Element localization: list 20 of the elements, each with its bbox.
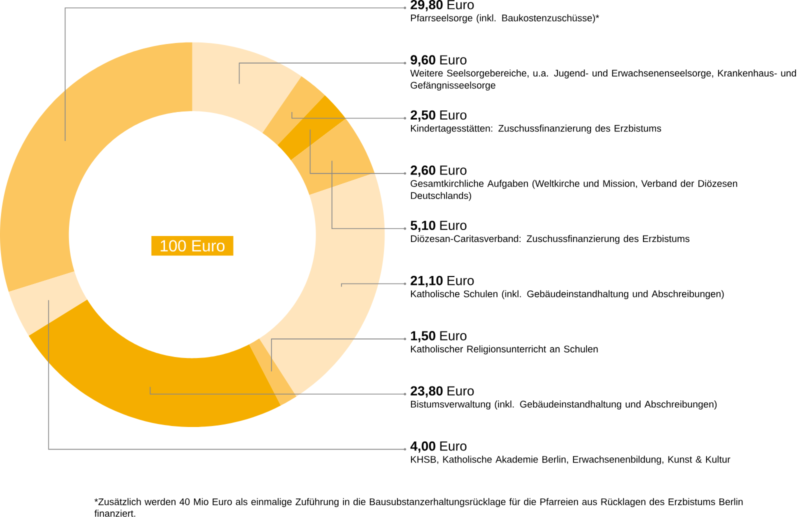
data-label: 9,60 Euro (410, 55, 466, 66)
text: 100 Euro (160, 240, 225, 252)
data-label: 2,60 Euro (410, 166, 466, 177)
slice-label: Weitere Seelsorgebereiche, u.a. Jugend- und Erwachsenenseelsorge, Krankenhaus- und Gefängnisseelsorge (410, 70, 796, 91)
data-label: 21,10 Euro (410, 276, 474, 288)
data-label: 5,10 Euro (410, 220, 466, 232)
data-label: 1,50 Euro (411, 331, 466, 342)
slice-label: Diözesan-Caritasverband: Zuschussfinanzierung des Erzbistums (411, 235, 690, 244)
text: *Zusätzlich werden 40 Mio Euro als einmalige Zuführung in die Bausubstanzerhaltungsrücklage für die Pfarreien aus Rücklagen des Erzbistums Berlin finanziert. (94, 498, 743, 517)
slice-label: Bistumsverwaltung (inkl. Gebäudeinstandhaltung und Abschreibungen) (411, 400, 717, 410)
data-label: 29,80 Euro (410, 0, 474, 12)
slice-label: Kindertagesstätten: Zuschussfinanzierung des Erzbistums (411, 124, 662, 134)
slice-label: KHSB, Katholische Akademie Berlin, Erwachsenenbildung, Kunst & Kultur (411, 456, 730, 465)
slice-label: Gesamtkirchliche Aufgaben (Weltkirche und Mission, Verband der Diözesen Deutschlands) (410, 180, 738, 202)
data-label: 4,00 Euro (410, 442, 466, 453)
data-label: 23,80 Euro (410, 386, 474, 398)
slice-label: Katholische Schulen (inkl. Gebäudeinstandhaltung und Abschreibungen) (411, 290, 724, 300)
slice-label: Pfarrseelsorge (inkl. Baukostenzuschüsse)* (411, 14, 600, 24)
data-label: 2,50 Euro (410, 110, 466, 122)
slice-label: Katholischer Religionsunterricht an Schulen (411, 345, 598, 354)
